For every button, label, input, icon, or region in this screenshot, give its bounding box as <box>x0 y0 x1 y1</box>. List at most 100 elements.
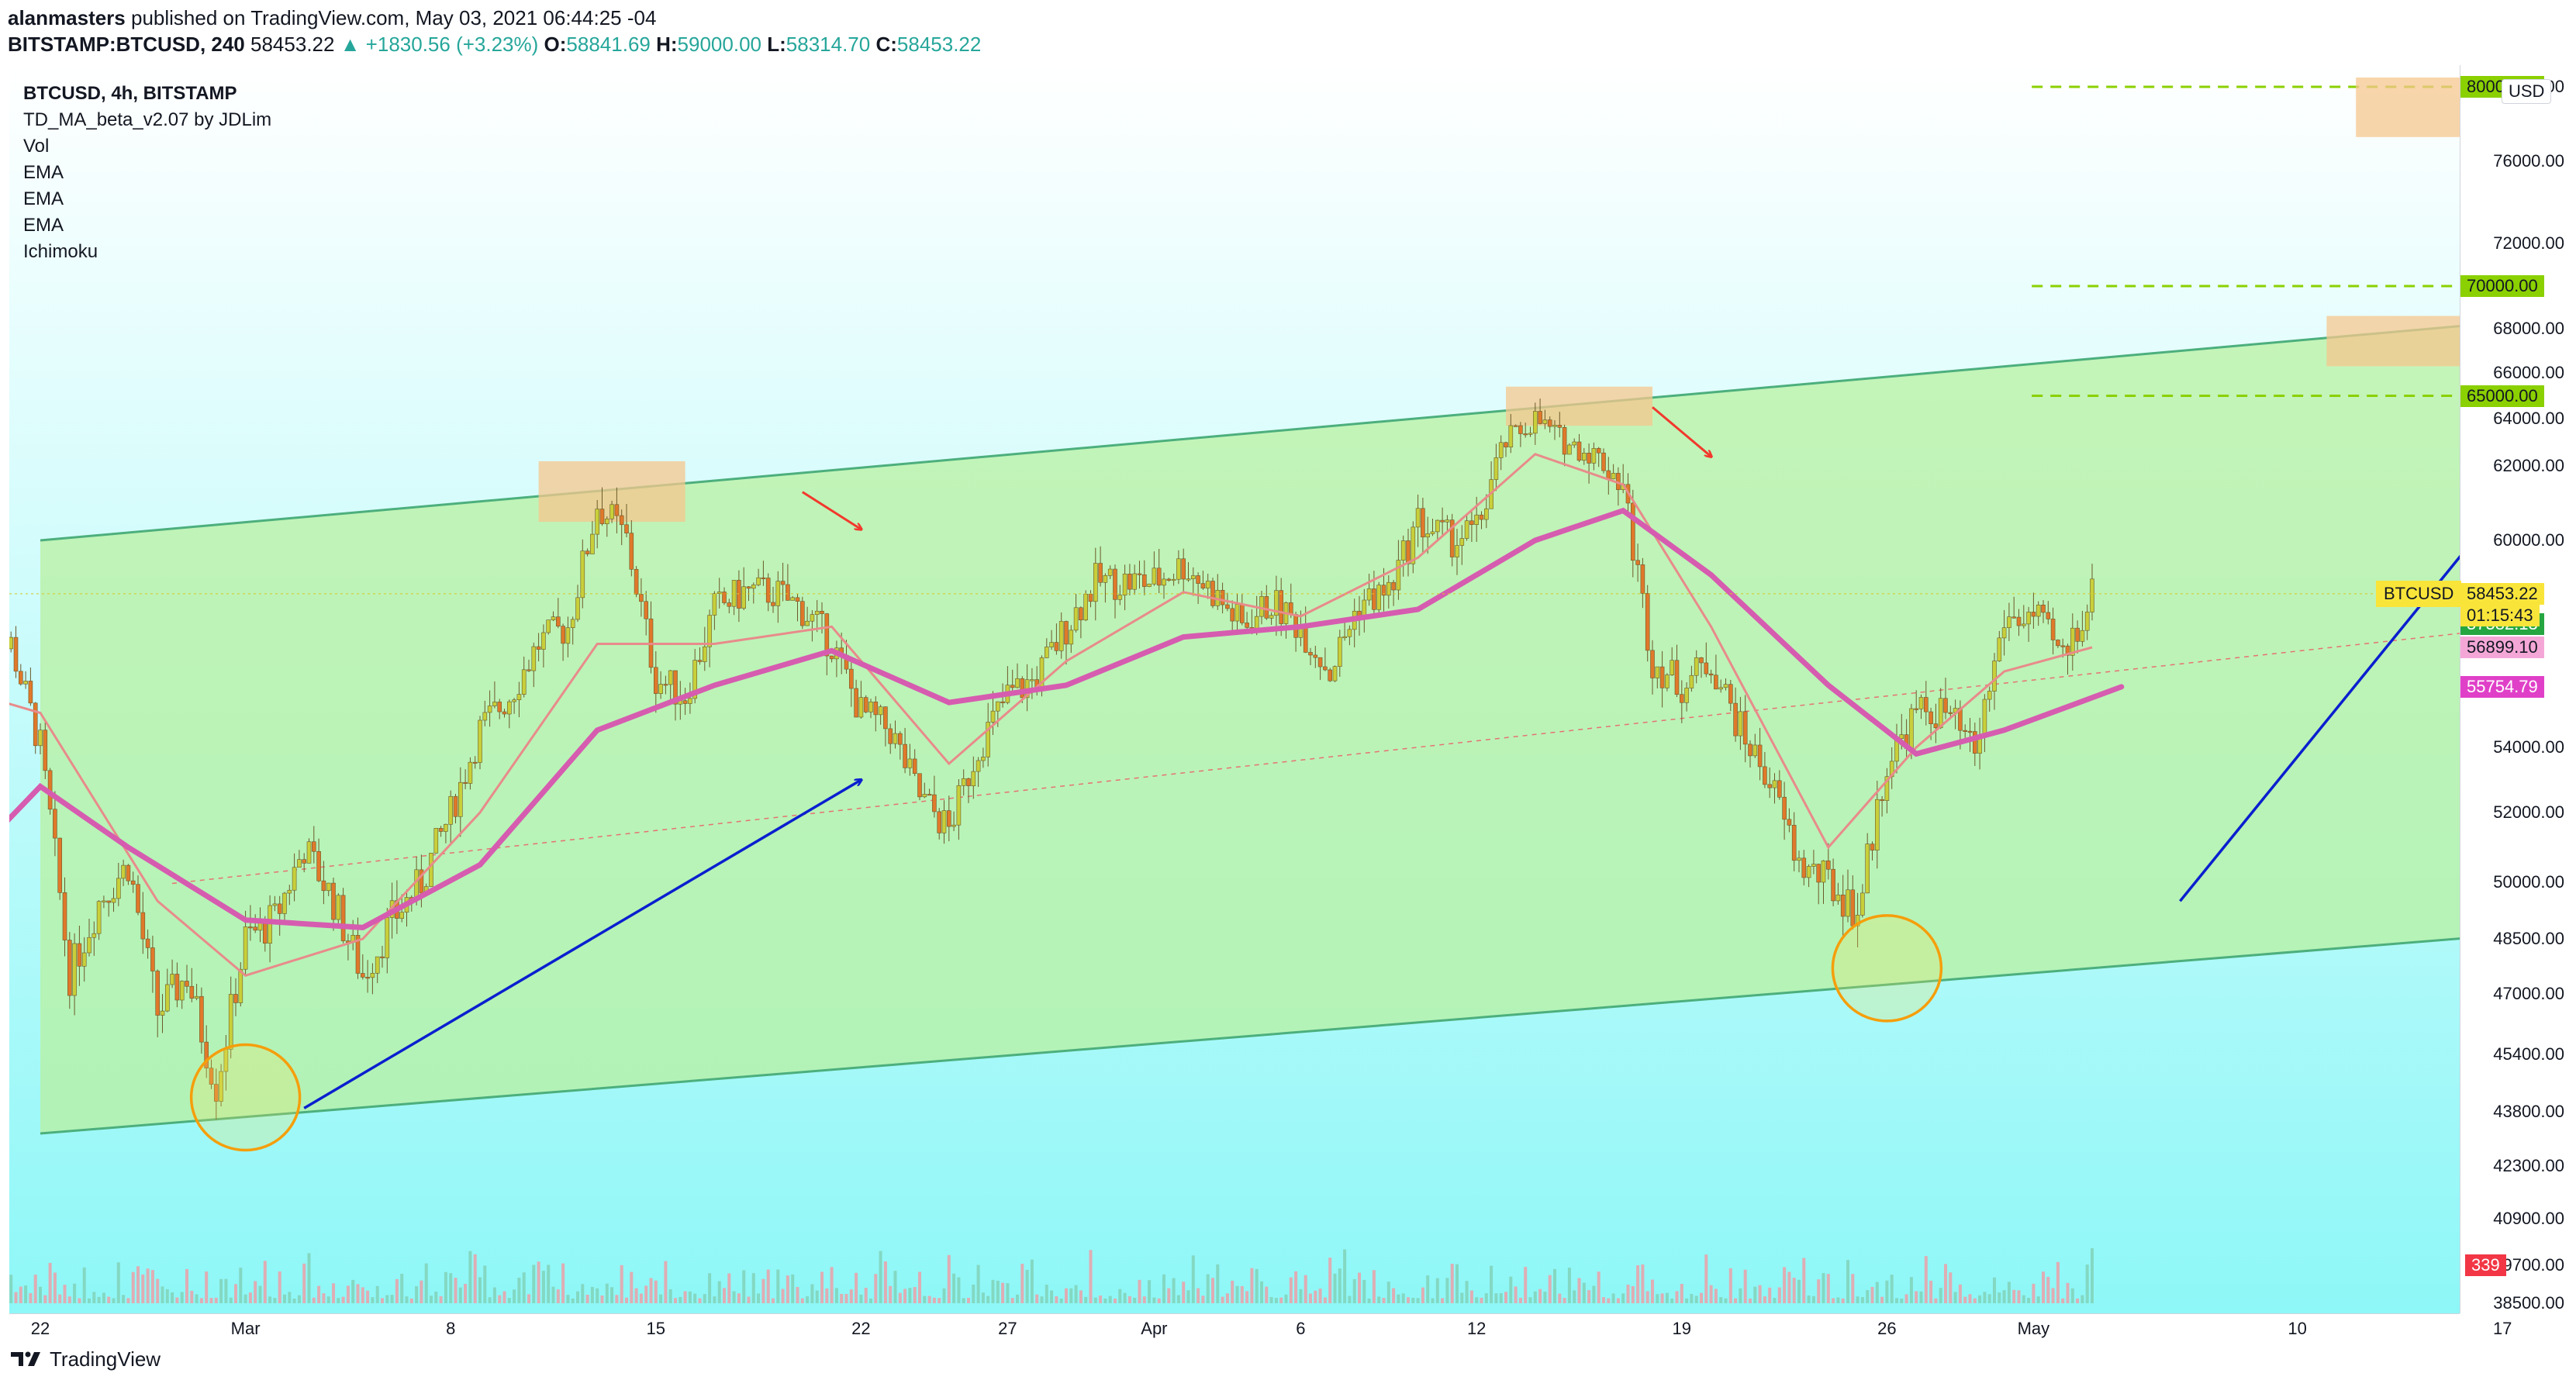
volume-bar <box>156 1278 160 1303</box>
volume-bar <box>146 1268 150 1303</box>
candle <box>1347 629 1352 637</box>
legend-indicator-ema[interactable]: EMA <box>23 162 64 183</box>
candle <box>966 778 971 786</box>
candle <box>1015 678 1020 688</box>
candle <box>756 577 761 585</box>
candle <box>1440 519 1445 523</box>
legend-indicator-vol[interactable]: Vol <box>23 136 50 157</box>
candle <box>1567 444 1572 455</box>
volume-bar <box>1069 1288 1073 1303</box>
legend-indicator-ichimoku[interactable]: Ichimoku <box>23 241 98 262</box>
volume-bar <box>615 1295 619 1303</box>
candle <box>1840 894 1846 917</box>
volume-bar <box>2002 1290 2006 1303</box>
volume-bar <box>161 1286 164 1303</box>
volume-bar <box>561 1263 565 1303</box>
legend-indicator-ema[interactable]: EMA <box>23 188 64 209</box>
time-axis[interactable]: 22 Mar 8 15 22 27 Apr 6 12 19 26 May 10 17 <box>9 1313 2512 1345</box>
volume-bar <box>674 1298 677 1303</box>
candle <box>555 616 561 626</box>
volume-bar <box>883 1261 887 1303</box>
candle <box>1963 730 1967 732</box>
volume-bar <box>1949 1272 1953 1303</box>
candle <box>1992 661 1997 692</box>
candle <box>268 905 272 944</box>
candle <box>1459 538 1465 546</box>
volume-bar <box>1269 1297 1273 1303</box>
volume-bar <box>1318 1289 1322 1303</box>
volume-bar <box>996 1280 1000 1303</box>
volume-bar <box>112 1298 116 1303</box>
candle <box>2016 616 2022 626</box>
candle <box>292 867 297 891</box>
time-tick: 26 <box>1877 1319 1897 1338</box>
volume-bar <box>679 1296 682 1303</box>
candle <box>1880 799 1884 802</box>
volume-bar <box>283 1294 286 1303</box>
legend-indicator-ema[interactable]: EMA <box>23 215 64 236</box>
candle <box>561 626 565 644</box>
volume-bar <box>1284 1294 1288 1303</box>
volume-bar <box>1998 1292 2001 1303</box>
volume-bar <box>1162 1274 1165 1303</box>
candle <box>1640 564 1645 594</box>
candle <box>228 994 233 1050</box>
candle <box>1049 642 1054 647</box>
candle <box>893 733 898 744</box>
candle <box>1142 574 1147 587</box>
volume-bar <box>1142 1296 1146 1303</box>
candle <box>2090 578 2094 612</box>
volume-bar <box>1846 1260 1849 1303</box>
candle <box>2080 630 2085 642</box>
volume-bar <box>1411 1297 1415 1303</box>
time-tick: May <box>2017 1319 2050 1338</box>
tradingview-brand[interactable]: TradingView <box>50 1347 161 1371</box>
volume-bar <box>556 1289 560 1303</box>
candle <box>1924 697 1929 712</box>
candle <box>516 694 522 700</box>
volume-bar <box>2012 1289 2016 1303</box>
currency-button[interactable]: USD <box>2502 79 2552 104</box>
volume-bar <box>952 1273 956 1303</box>
candle <box>1000 701 1005 703</box>
volume-bar <box>224 1278 228 1303</box>
candle <box>1376 585 1381 610</box>
candle <box>1782 796 1787 820</box>
volume-bar <box>53 1272 57 1303</box>
price-axis[interactable]: 38500.00 39700.00 40900.00 42300.00 43800.00… <box>2460 65 2576 1313</box>
chart-area[interactable] <box>9 65 2460 1313</box>
candle <box>272 903 278 906</box>
candle <box>780 581 786 585</box>
candle <box>1020 678 1025 699</box>
volume-bar <box>1343 1249 1347 1303</box>
candle <box>1156 568 1162 586</box>
volume-bar <box>1377 1296 1381 1303</box>
volume-bar <box>2017 1290 2021 1303</box>
candle <box>1386 581 1391 596</box>
candle <box>1659 666 1665 688</box>
volume-bar <box>537 1261 540 1303</box>
volume-bar <box>2027 1298 2031 1303</box>
candle <box>1835 894 1841 902</box>
volume-bar <box>654 1280 658 1303</box>
volume-bar <box>1983 1292 1987 1303</box>
candle <box>1650 650 1655 678</box>
price-chart[interactable] <box>9 65 2460 1313</box>
candle <box>917 773 922 798</box>
candle <box>653 667 658 694</box>
publisher-name[interactable]: alanmasters <box>8 6 126 29</box>
volume-bar <box>732 1291 736 1303</box>
volume-bar <box>1059 1298 1063 1303</box>
candle <box>502 711 507 715</box>
volume-bar <box>141 1274 145 1303</box>
volume-bar <box>1665 1292 1669 1303</box>
volume-bar <box>1123 1292 1127 1303</box>
legend-title[interactable]: BTCUSD, 4h, BITSTAMP <box>23 83 237 104</box>
volume-bar <box>33 1275 37 1303</box>
volume-bar <box>1372 1270 1376 1303</box>
volume-bar <box>214 1297 218 1303</box>
candle <box>365 977 370 979</box>
candle <box>1728 684 1733 704</box>
legend-indicator-td-ma[interactable]: TD_MA_beta_v2.07 by JDLim <box>23 109 272 130</box>
volume-bar <box>1953 1292 1957 1303</box>
